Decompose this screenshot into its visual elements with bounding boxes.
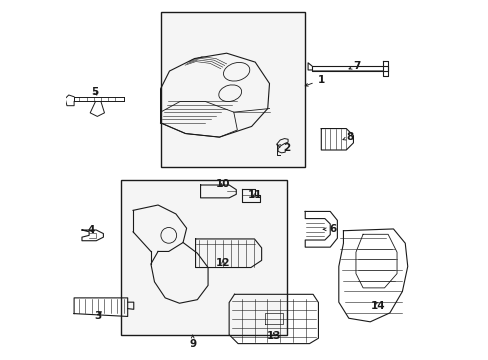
- Text: 11: 11: [247, 190, 262, 200]
- Bar: [121, 180, 287, 336]
- Text: 4: 4: [88, 225, 95, 235]
- Bar: [160, 12, 305, 167]
- Text: 8: 8: [342, 132, 353, 142]
- Text: 10: 10: [215, 179, 230, 189]
- Text: 5: 5: [91, 87, 99, 98]
- Text: 9: 9: [189, 335, 196, 348]
- Text: 1: 1: [305, 75, 324, 86]
- Text: 12: 12: [215, 258, 230, 268]
- Text: 2: 2: [277, 143, 289, 153]
- Text: 14: 14: [370, 301, 385, 311]
- Text: 13: 13: [266, 332, 281, 342]
- Text: 7: 7: [348, 61, 360, 71]
- Text: 3: 3: [94, 311, 102, 321]
- Text: 6: 6: [323, 224, 336, 234]
